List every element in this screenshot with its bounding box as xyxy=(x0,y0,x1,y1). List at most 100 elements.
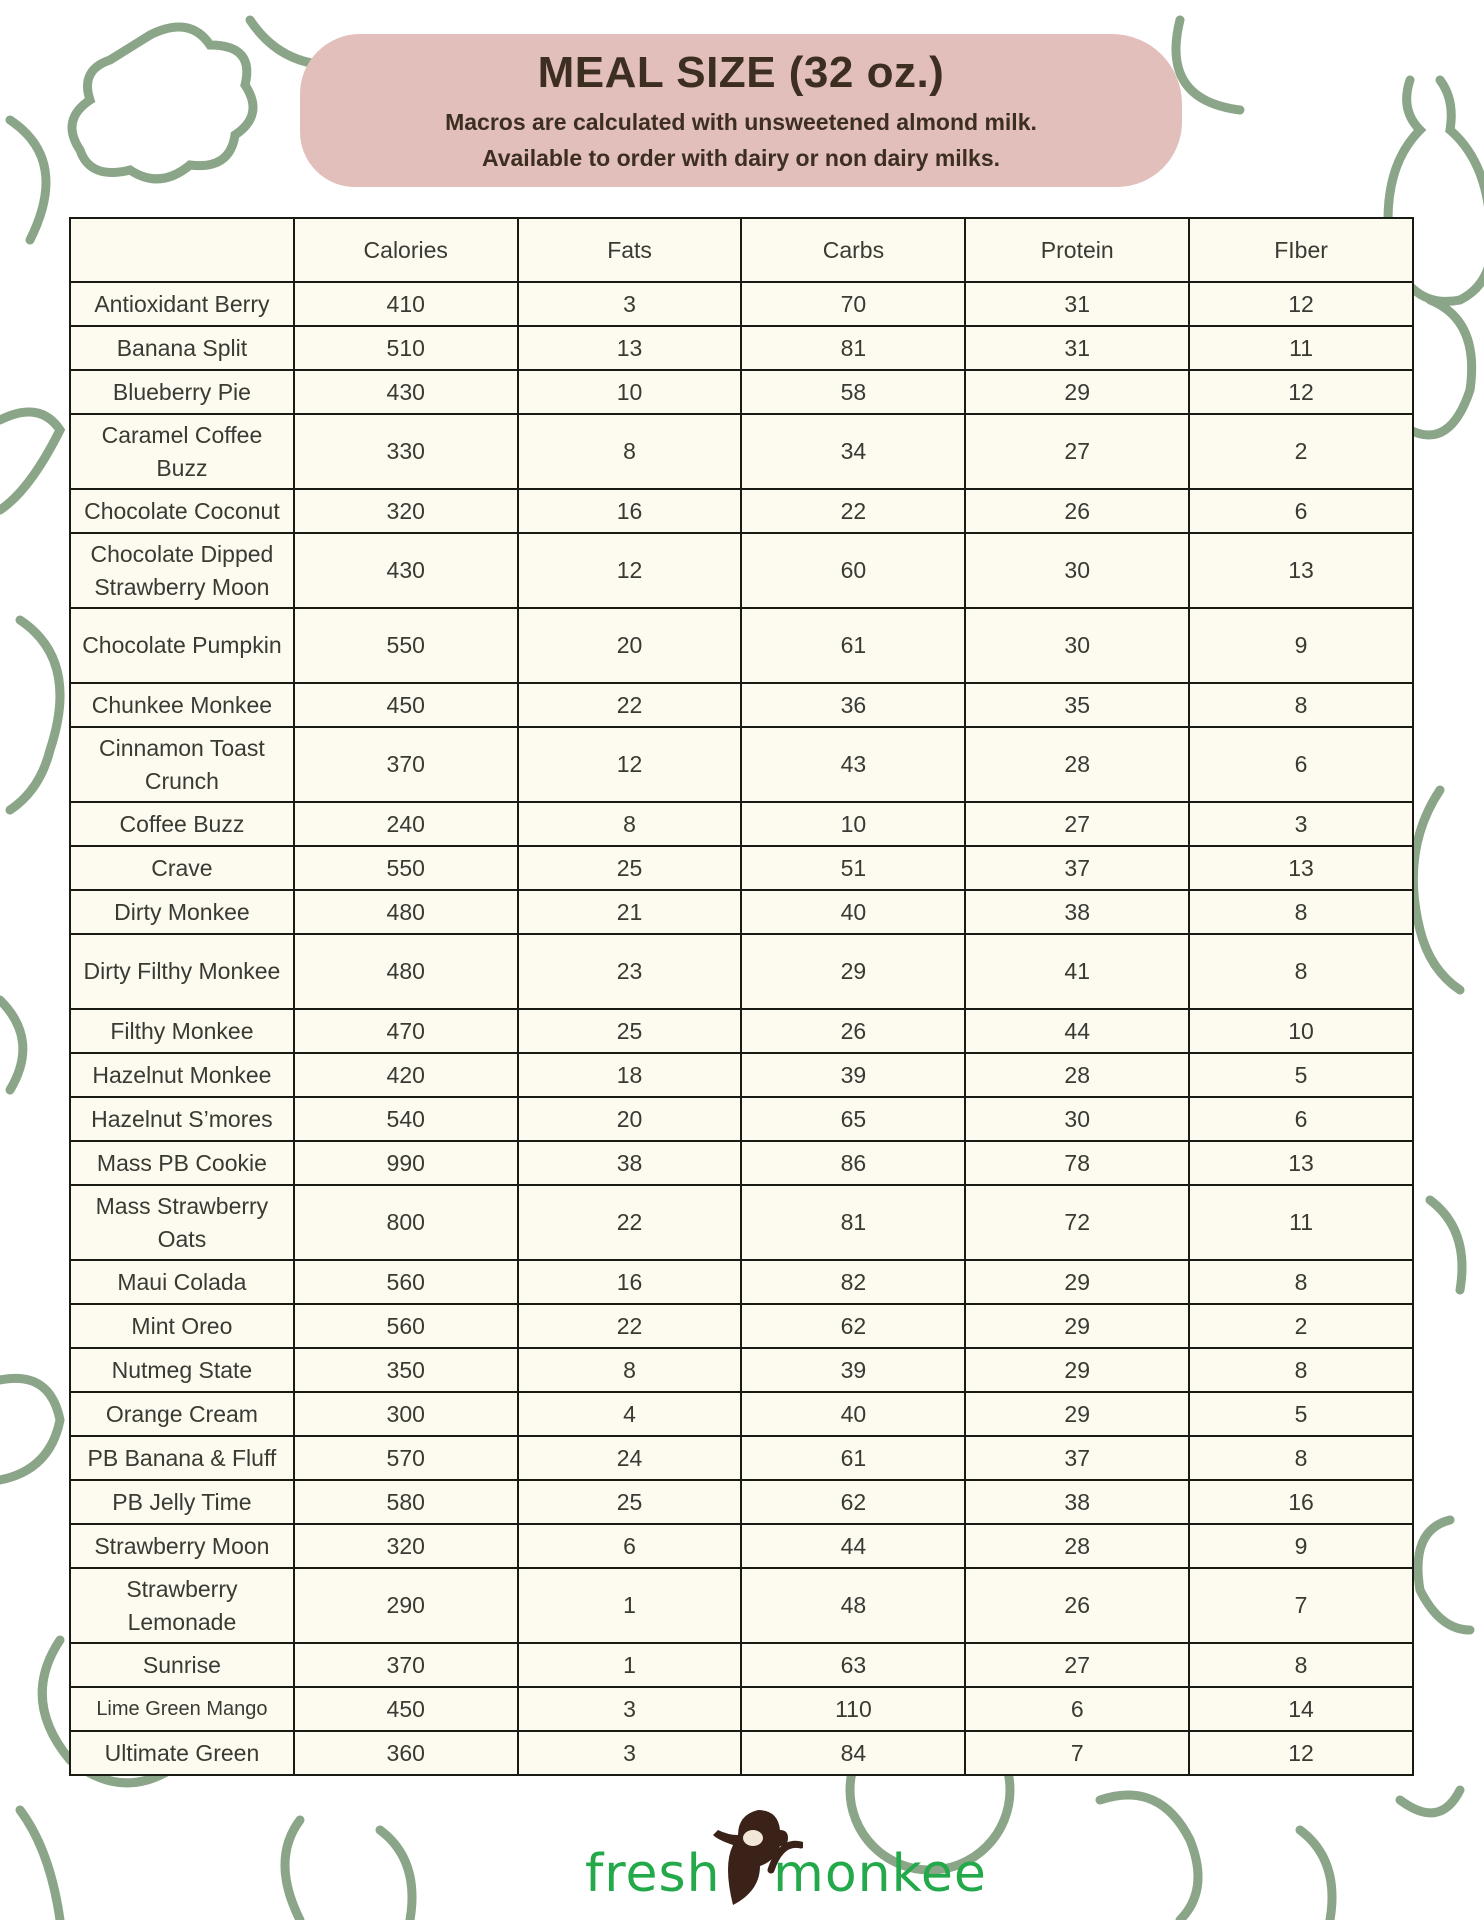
cell-fiber: 6 xyxy=(1188,488,1414,534)
cell-calories: 560 xyxy=(292,1303,519,1349)
cell-calories: 450 xyxy=(292,1686,519,1732)
cell-fiber: 11 xyxy=(1188,325,1414,371)
cell-calories: 510 xyxy=(292,325,519,371)
cell-fats: 16 xyxy=(516,488,743,534)
cell-protein: 72 xyxy=(964,1184,1191,1261)
cell-carbs: 51 xyxy=(740,845,967,891)
cell-fats: 8 xyxy=(516,801,743,847)
cell-fiber: 8 xyxy=(1188,1435,1414,1481)
cell-fiber: 12 xyxy=(1188,281,1414,327)
cell-carbs: 70 xyxy=(740,281,967,327)
cell-calories: 410 xyxy=(292,281,519,327)
cell-fats: 3 xyxy=(516,1686,743,1732)
cell-calories: 550 xyxy=(292,607,519,684)
cell-fiber: 8 xyxy=(1188,933,1414,1010)
cell-protein: 37 xyxy=(964,845,1191,891)
cell-calories: 430 xyxy=(292,369,519,415)
cell-protein: 27 xyxy=(964,413,1191,490)
cell-protein: 26 xyxy=(964,488,1191,534)
cell-name: Chocolate Dipped Strawberry Moon xyxy=(69,532,295,609)
cell-fats: 25 xyxy=(516,1479,743,1525)
cell-fiber: 14 xyxy=(1188,1686,1414,1732)
cell-fats: 24 xyxy=(516,1435,743,1481)
cell-name: Nutmeg State xyxy=(69,1347,295,1393)
cell-protein: 27 xyxy=(964,801,1191,847)
cell-protein: 29 xyxy=(964,1259,1191,1305)
cell-calories: 480 xyxy=(292,933,519,1010)
cell-fats: 21 xyxy=(516,889,743,935)
cell-carbs: 81 xyxy=(740,1184,967,1261)
table-row: Blueberry Pie 430 10 58 29 12 xyxy=(69,369,1414,415)
header-banner: MEAL SIZE (32 oz.) Macros are calculated… xyxy=(300,34,1182,187)
cell-fats: 25 xyxy=(516,845,743,891)
table-row: Hazelnut S’mores 540 20 65 30 6 xyxy=(69,1096,1414,1142)
cell-carbs: 34 xyxy=(740,413,967,490)
cell-carbs: 43 xyxy=(740,726,967,803)
column-header-carbs: Carbs xyxy=(740,217,967,283)
cell-carbs: 63 xyxy=(740,1642,967,1688)
cell-protein: 31 xyxy=(964,325,1191,371)
cell-protein: 28 xyxy=(964,1052,1191,1098)
cell-name: Caramel Coffee Buzz xyxy=(69,413,295,490)
cell-calories: 240 xyxy=(292,801,519,847)
table-row: Chocolate Dipped Strawberry Moon 430 12 60 3… xyxy=(69,532,1414,609)
table-row: Strawberry Lemonade 290 1 48 26 7 xyxy=(69,1567,1414,1644)
cell-calories: 300 xyxy=(292,1391,519,1437)
cell-protein: 29 xyxy=(964,369,1191,415)
cell-carbs: 110 xyxy=(740,1686,967,1732)
table-row: Chocolate Coconut 320 16 22 26 6 xyxy=(69,488,1414,534)
cell-name: Dirty Monkee xyxy=(69,889,295,935)
cell-fiber: 10 xyxy=(1188,1008,1414,1054)
cell-fats: 25 xyxy=(516,1008,743,1054)
cell-fats: 10 xyxy=(516,369,743,415)
cell-carbs: 26 xyxy=(740,1008,967,1054)
cell-name: Orange Cream xyxy=(69,1391,295,1437)
cell-name: Hazelnut S’mores xyxy=(69,1096,295,1142)
cell-name: Blueberry Pie xyxy=(69,369,295,415)
table-row: Crave 550 25 51 37 13 xyxy=(69,845,1414,891)
cell-carbs: 62 xyxy=(740,1479,967,1525)
cell-fats: 4 xyxy=(516,1391,743,1437)
cell-fiber: 8 xyxy=(1188,1347,1414,1393)
table-row: Strawberry Moon 320 6 44 28 9 xyxy=(69,1523,1414,1569)
cell-fats: 12 xyxy=(516,726,743,803)
cell-fats: 13 xyxy=(516,325,743,371)
cell-protein: 30 xyxy=(964,607,1191,684)
cell-fats: 1 xyxy=(516,1567,743,1644)
column-header-protein: Protein xyxy=(964,217,1191,283)
table-row: Hazelnut Monkee 420 18 39 28 5 xyxy=(69,1052,1414,1098)
cell-fiber: 5 xyxy=(1188,1391,1414,1437)
table-row: Mass PB Cookie 990 38 86 78 13 xyxy=(69,1140,1414,1186)
cell-calories: 990 xyxy=(292,1140,519,1186)
table-row: Maui Colada 560 16 82 29 8 xyxy=(69,1259,1414,1305)
table-row: Filthy Monkee 470 25 26 44 10 xyxy=(69,1008,1414,1054)
cell-carbs: 44 xyxy=(740,1523,967,1569)
column-header-calories: Calories xyxy=(292,217,519,283)
cell-carbs: 39 xyxy=(740,1052,967,1098)
cell-name: Chocolate Coconut xyxy=(69,488,295,534)
cell-name: Strawberry Moon xyxy=(69,1523,295,1569)
table-row: Dirty Filthy Monkee 480 23 29 41 8 xyxy=(69,933,1414,1010)
cell-calories: 560 xyxy=(292,1259,519,1305)
cell-protein: 41 xyxy=(964,933,1191,1010)
cell-carbs: 60 xyxy=(740,532,967,609)
column-header-fats: Fats xyxy=(516,217,743,283)
cell-carbs: 39 xyxy=(740,1347,967,1393)
table-row: Caramel Coffee Buzz 330 8 34 27 2 xyxy=(69,413,1414,490)
cell-calories: 330 xyxy=(292,413,519,490)
cell-fiber: 8 xyxy=(1188,1259,1414,1305)
cell-protein: 28 xyxy=(964,726,1191,803)
cell-calories: 370 xyxy=(292,726,519,803)
cell-protein: 6 xyxy=(964,1686,1191,1732)
page-title: MEAL SIZE (32 oz.) xyxy=(537,48,945,97)
cell-name: Chocolate Pumpkin xyxy=(69,607,295,684)
cell-protein: 27 xyxy=(964,1642,1191,1688)
cell-protein: 28 xyxy=(964,1523,1191,1569)
table-row: Cinnamon Toast Crunch 370 12 43 28 6 xyxy=(69,726,1414,803)
cell-protein: 7 xyxy=(964,1730,1191,1776)
cell-fiber: 16 xyxy=(1188,1479,1414,1525)
cell-carbs: 84 xyxy=(740,1730,967,1776)
cell-calories: 480 xyxy=(292,889,519,935)
cell-name: Lime Green Mango xyxy=(69,1686,295,1732)
cell-calories: 450 xyxy=(292,682,519,728)
